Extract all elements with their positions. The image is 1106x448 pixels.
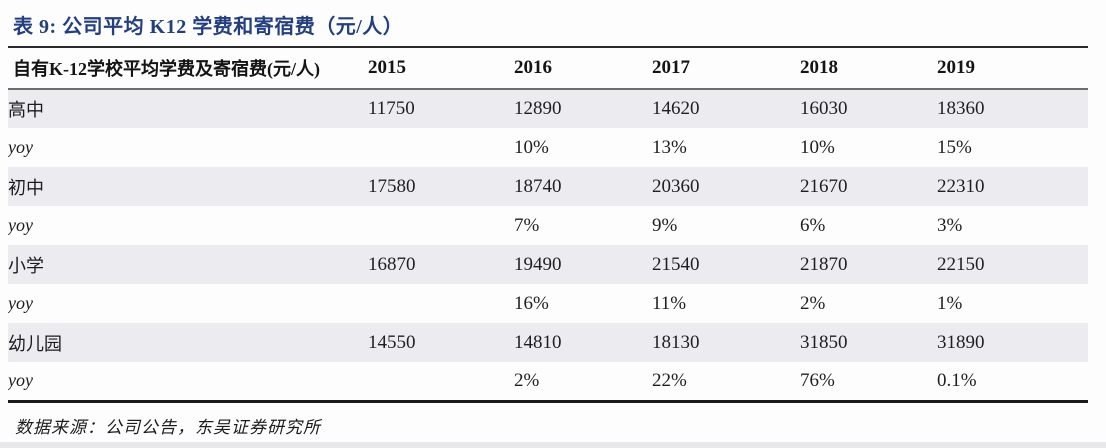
table-row-primary-school: 小学 16870 19490 21540 21870 22150 xyxy=(8,245,1088,284)
cell-value: 31850 xyxy=(800,331,848,353)
row-label: 初中 xyxy=(8,177,44,198)
cell-value: 11750 xyxy=(368,98,415,119)
cell-value xyxy=(368,284,514,323)
row-label: yoy xyxy=(8,293,33,313)
cell-value: 22% xyxy=(652,369,687,391)
cell-value: 14810 xyxy=(514,331,562,353)
cell-value: 10% xyxy=(514,136,549,158)
header-year-2016: 2016 xyxy=(514,57,552,78)
table-row-high-school-yoy: yoy 10% 13% 10% 15% xyxy=(8,128,1088,167)
cell-value: 20360 xyxy=(652,175,700,197)
cell-value: 18360 xyxy=(937,98,985,119)
cell-value: 16870 xyxy=(368,253,416,275)
cell-value: 31890 xyxy=(937,331,985,353)
cell-value: 3% xyxy=(937,214,963,236)
cell-value: 18130 xyxy=(652,331,700,353)
tuition-boarding-fee-table: 自有K-12学校平均学费及寄宿费(元/人) 2015 2016 2017 201… xyxy=(8,46,1088,403)
row-label: yoy xyxy=(8,137,33,157)
table-row-kindergarten: 幼儿园 14550 14810 18130 31850 31890 xyxy=(8,323,1088,362)
cell-value: 0.1% xyxy=(937,369,977,391)
cell-value: 15% xyxy=(937,136,972,158)
cell-value: 1% xyxy=(937,292,963,314)
cell-value: 22150 xyxy=(937,253,985,275)
table-row-high-school: 高中 11750 12890 14620 16030 18360 xyxy=(8,89,1088,128)
row-label: yoy xyxy=(8,215,33,235)
header-year-2019: 2019 xyxy=(937,57,975,78)
table-caption: 表 9: 公司平均 K12 学费和寄宿费（元/人） xyxy=(13,16,404,38)
cell-value: 10% xyxy=(800,136,835,158)
cell-value: 19490 xyxy=(514,253,562,275)
cell-value: 16% xyxy=(514,292,549,314)
cell-value: 6% xyxy=(800,214,826,236)
row-label: 高中 xyxy=(8,100,44,120)
cell-value: 22310 xyxy=(937,175,985,197)
table-row-middle-school: 初中 17580 18740 20360 21670 22310 xyxy=(8,167,1088,206)
cell-value: 21540 xyxy=(652,253,700,275)
cell-value xyxy=(368,206,514,245)
data-source-note: 数据来源：公司公告，东吴证券研究所 xyxy=(15,418,321,437)
header-year-2015: 2015 xyxy=(368,57,406,78)
row-label: 小学 xyxy=(8,255,44,276)
cell-value: 11% xyxy=(652,292,687,314)
cell-value xyxy=(368,128,514,167)
cell-value: 21670 xyxy=(800,175,848,197)
table-row-primary-school-yoy: yoy 16% 11% 2% 1% xyxy=(8,284,1088,323)
cell-value: 17580 xyxy=(368,175,416,197)
cell-value: 21870 xyxy=(800,253,848,275)
cell-value: 16030 xyxy=(800,98,848,119)
cell-value: 76% xyxy=(800,369,835,391)
cell-value: 14620 xyxy=(652,98,700,119)
table-row-middle-school-yoy: yoy 7% 9% 6% 3% xyxy=(8,206,1088,245)
row-label: 幼儿园 xyxy=(8,333,62,354)
header-year-2018: 2018 xyxy=(800,57,838,78)
table-row-kindergarten-yoy: yoy 2% 22% 76% 0.1% xyxy=(8,362,1088,401)
cell-value: 12890 xyxy=(514,98,562,119)
cell-value: 7% xyxy=(514,214,540,236)
cell-value xyxy=(368,362,514,401)
cell-value: 18740 xyxy=(514,175,562,197)
cell-value: 2% xyxy=(800,292,826,314)
header-row-label: 自有K-12学校平均学费及寄宿费(元/人) xyxy=(13,59,320,79)
table-header-row: 自有K-12学校平均学费及寄宿费(元/人) 2015 2016 2017 201… xyxy=(8,47,1088,89)
cell-value: 2% xyxy=(514,369,540,391)
cell-value: 9% xyxy=(652,214,678,236)
page-bottom-divider xyxy=(0,442,1106,448)
cell-value: 14550 xyxy=(368,331,416,353)
header-year-2017: 2017 xyxy=(652,57,690,78)
cell-value: 13% xyxy=(652,136,687,158)
row-label: yoy xyxy=(8,370,33,391)
